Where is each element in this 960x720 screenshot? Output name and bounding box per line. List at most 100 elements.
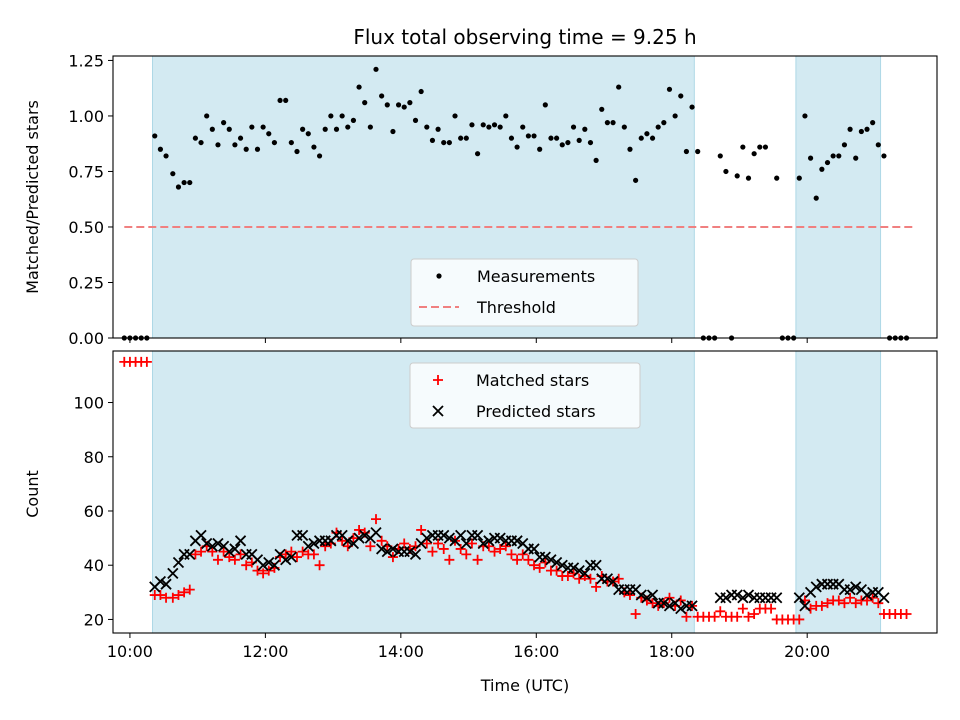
data-point xyxy=(621,124,627,130)
data-point xyxy=(359,529,371,542)
data-point xyxy=(173,590,184,601)
data-point xyxy=(418,88,424,95)
data-point xyxy=(514,144,520,150)
data-point xyxy=(212,537,224,550)
y-tick-label: 60 xyxy=(84,502,104,521)
data-point xyxy=(683,148,690,155)
data-point xyxy=(624,590,635,601)
data-point xyxy=(201,537,213,550)
data-point xyxy=(384,102,390,108)
data-point xyxy=(604,120,611,126)
data-point xyxy=(757,144,763,150)
data-point xyxy=(433,538,444,549)
data-point xyxy=(489,546,500,557)
data-point xyxy=(500,541,511,552)
data-point xyxy=(427,546,438,557)
data-point xyxy=(576,137,582,143)
data-point xyxy=(745,175,752,181)
data-point xyxy=(260,124,266,130)
data-point xyxy=(794,614,805,625)
data-point xyxy=(517,549,528,560)
legend-label: Threshold xyxy=(476,298,556,317)
data-point xyxy=(350,117,357,123)
data-point xyxy=(607,575,619,588)
data-point xyxy=(237,135,244,141)
data-point xyxy=(224,552,235,563)
y-tick-label: 0.00 xyxy=(68,329,104,348)
data-point xyxy=(483,535,495,547)
data-point xyxy=(512,554,523,565)
data-point xyxy=(218,546,229,557)
top-ylabel: Matched/Predicted stars xyxy=(23,100,42,294)
data-point xyxy=(271,139,278,146)
data-point xyxy=(709,611,720,622)
legend-label: Matched stars xyxy=(476,371,589,390)
data-point xyxy=(471,529,484,542)
data-point xyxy=(241,560,252,571)
data-point xyxy=(367,124,373,130)
data-point xyxy=(520,124,526,130)
data-point xyxy=(229,554,240,565)
data-point xyxy=(379,93,385,99)
data-point xyxy=(362,100,368,106)
data-point xyxy=(407,100,413,106)
series-matched-stars xyxy=(119,356,912,625)
data-point xyxy=(404,546,416,558)
data-point xyxy=(446,139,452,146)
data-point xyxy=(198,139,204,146)
data-point xyxy=(630,609,641,620)
data-point xyxy=(416,524,427,535)
data-point xyxy=(429,137,436,143)
data-point xyxy=(421,538,432,549)
data-point xyxy=(511,535,523,547)
x-tick-label: 20:00 xyxy=(784,642,830,661)
data-point xyxy=(206,540,218,552)
data-point xyxy=(296,529,309,542)
data-point xyxy=(337,535,348,546)
data-point xyxy=(288,139,294,146)
data-point xyxy=(551,565,562,576)
data-point xyxy=(172,556,185,569)
data-point xyxy=(774,175,780,181)
series-predicted-stars xyxy=(149,527,890,615)
data-point xyxy=(556,559,568,571)
data-point xyxy=(537,146,543,152)
data-point xyxy=(901,609,912,620)
data-point xyxy=(387,552,398,563)
data-point xyxy=(858,128,864,135)
data-point xyxy=(641,592,653,604)
data-point xyxy=(658,597,670,609)
data-point xyxy=(542,102,548,108)
data-point xyxy=(503,113,509,119)
panel-1: 0.00 0.25 0.50 0.75 1.00 1.25 Measurements Thre… xyxy=(68,51,938,348)
data-point xyxy=(743,611,754,622)
data-point xyxy=(320,541,331,552)
data-point xyxy=(395,102,402,108)
data-point xyxy=(207,546,218,557)
data-point xyxy=(291,552,302,563)
data-point xyxy=(672,113,678,119)
data-point xyxy=(830,153,836,159)
data-point xyxy=(567,562,580,574)
data-point xyxy=(717,153,723,159)
data-point xyxy=(723,168,729,175)
data-point xyxy=(443,532,456,544)
data-point xyxy=(587,139,594,146)
data-point xyxy=(644,131,650,137)
data-point xyxy=(466,538,477,549)
data-point xyxy=(401,104,407,110)
y-tick-label: 40 xyxy=(84,556,104,575)
data-point xyxy=(155,590,166,601)
data-point xyxy=(322,126,328,132)
data-point xyxy=(574,573,585,584)
data-point xyxy=(460,537,472,550)
data-point xyxy=(554,135,560,141)
y-tick-label: 0.50 xyxy=(68,218,104,237)
data-point xyxy=(550,556,563,569)
data-point xyxy=(141,356,152,367)
y-tick-label: 80 xyxy=(84,448,104,467)
data-point xyxy=(591,581,602,592)
data-point xyxy=(762,144,769,150)
data-point xyxy=(376,535,387,546)
